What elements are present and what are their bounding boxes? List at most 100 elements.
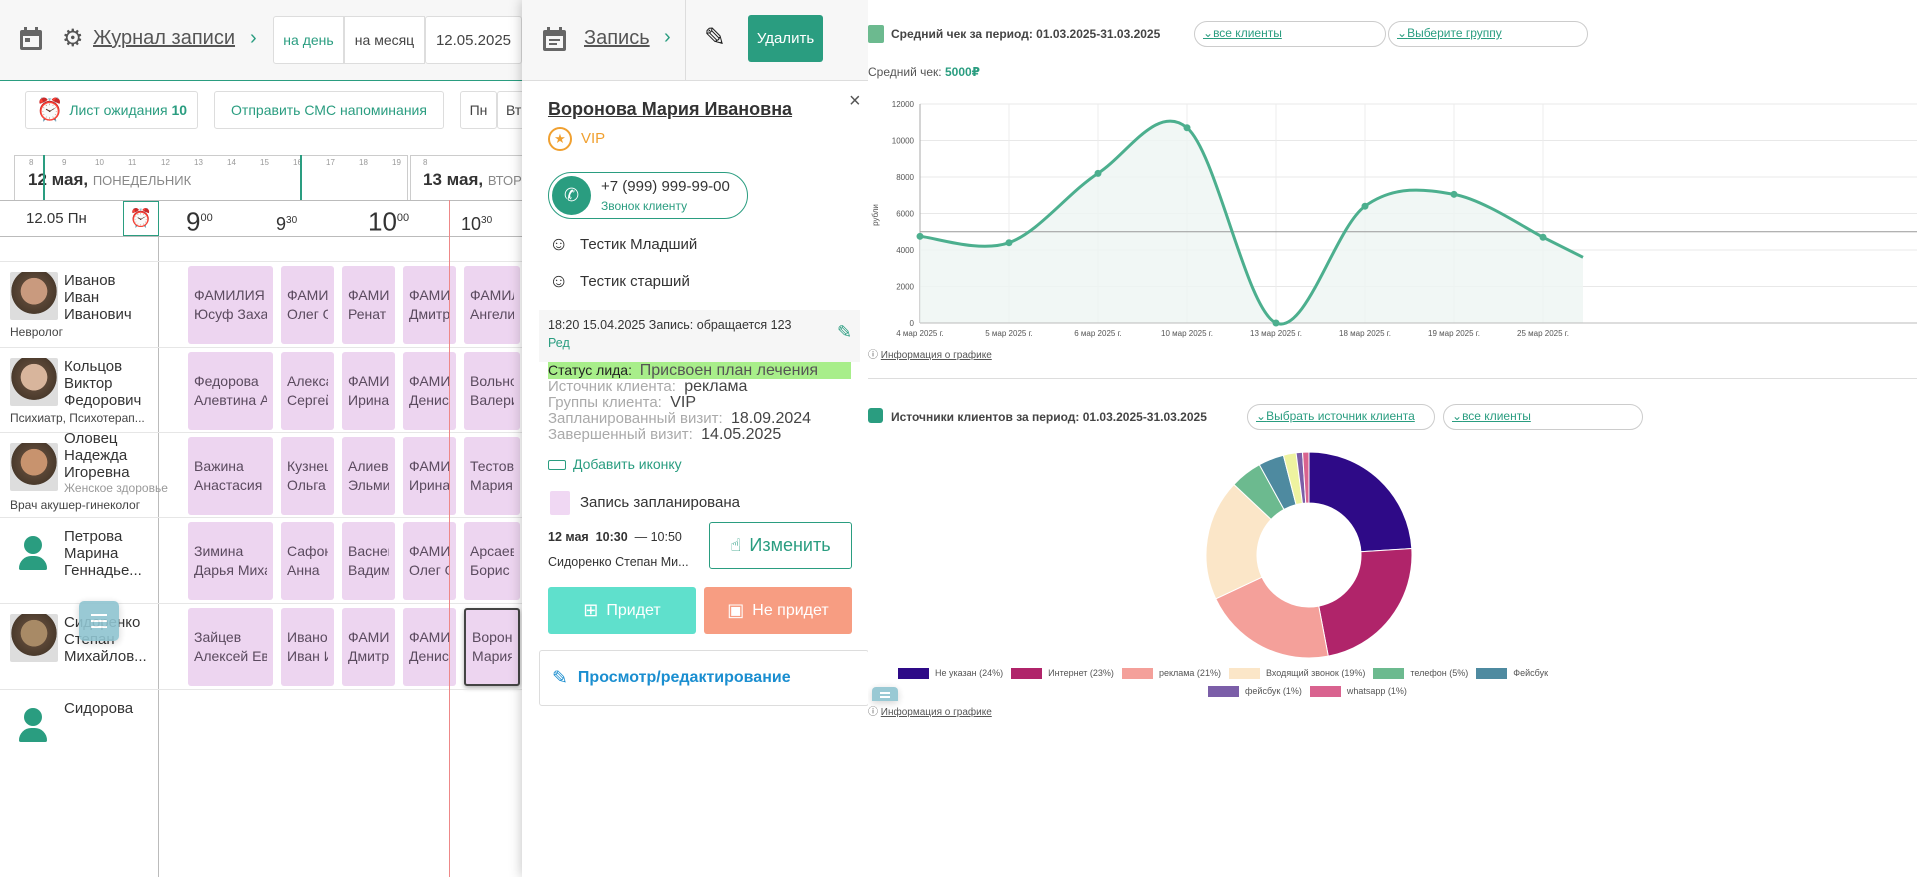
calendar-icon[interactable] — [18, 26, 44, 52]
timeline-day-1[interactable]: 8 9 10 11 12 13 14 15 16 17 18 19 12 мая, ПОНЕДЕЛЬН… — [14, 155, 408, 201]
will-come-button[interactable]: ⊞ Придет — [548, 587, 696, 634]
appointment-block[interactable]: ФАМИЛИЯДмитрий — [342, 608, 395, 686]
data-point[interactable] — [916, 232, 924, 240]
doctor-name[interactable]: Кольцов Виктор Федорович — [64, 358, 142, 409]
appointment-block[interactable]: ФАМИЛИЯДенис А — [403, 352, 456, 430]
appointment-block[interactable]: ВольноваВалерия — [464, 352, 520, 430]
hour-tick: 9 — [62, 158, 67, 167]
send-sms-button[interactable]: Отправить СМС напоминания — [214, 91, 444, 129]
data-point[interactable] — [1183, 124, 1191, 132]
client-name-link[interactable]: Воронова Мария Ивановна — [548, 99, 793, 119]
journal-title-link[interactable]: Журнал записи — [93, 27, 236, 49]
appointment-block[interactable]: ФАМИЛИЯАнгелина — [464, 266, 520, 344]
relative-link[interactable]: Тестик старший — [580, 273, 690, 290]
data-point[interactable] — [1005, 239, 1013, 247]
gear-icon[interactable]: ⚙ — [62, 25, 84, 52]
legend-swatch — [1208, 685, 1239, 697]
legend-item[interactable]: Входящий звонок (19%) — [1228, 666, 1365, 680]
calendar-note-icon — [543, 27, 566, 51]
doctor-name[interactable]: Сидорова — [64, 700, 134, 717]
alarm-clock-icon: ⏰ — [35, 97, 64, 122]
legend-item[interactable]: Интернет (23%) — [1011, 666, 1114, 680]
date-picker[interactable]: 12.05.2025 — [425, 16, 522, 64]
appointment-status: Запись запланирована — [580, 494, 740, 511]
source-filter-dropdown[interactable]: ⌄Выбрать источник клиента — [1247, 404, 1435, 430]
y-axis-label: рубли — [871, 204, 880, 226]
doctor-name[interactable]: Петрова Марина Геннадье... — [64, 528, 142, 579]
appointment-block[interactable]: ФАМИЛИЯДмитрий — [403, 266, 456, 344]
waitlist-button[interactable]: ⏰ Лист ожидания 10 — [25, 91, 198, 129]
pencil-icon[interactable]: ✎ — [837, 322, 853, 342]
legend-item[interactable]: Фейсбук — [1476, 666, 1548, 680]
call-client-button[interactable]: ✆ +7 (999) 999-99-00 Звонок клиенту — [548, 172, 748, 219]
appointment-block[interactable]: ФАМИЛИЯИрина — [342, 352, 395, 430]
legend-label: фейсбук (1%) — [1245, 686, 1302, 696]
chart-info-link[interactable]: ⓘ Информация о графике — [868, 350, 992, 361]
data-point[interactable] — [1272, 319, 1280, 327]
appointment-block[interactable]: Федорова Алевтина А — [188, 352, 273, 430]
hour-tick: 16 — [293, 158, 302, 167]
appointment-block[interactable]: СафоноваАнна — [281, 522, 334, 600]
doctor-avatar — [10, 614, 58, 662]
legend-label: Интернет (23%) — [1048, 668, 1114, 678]
data-point[interactable] — [1450, 190, 1458, 198]
close-icon[interactable]: × — [849, 90, 861, 112]
x-tick-label: 5 мар 2025 г. — [985, 329, 1032, 338]
waitlist-alarm-icon[interactable]: ⏰ — [123, 201, 159, 236]
wont-come-button[interactable]: ▣ Не придет — [704, 587, 852, 634]
timeline-day-2[interactable]: 8 13 мая, ВТОРНИК — [410, 155, 522, 201]
appointment-block[interactable]: ТестоваМария — [464, 437, 520, 515]
appointment-block[interactable]: Важина Анастасия — [188, 437, 273, 515]
panel-title[interactable]: Запись — [584, 27, 650, 49]
view-month-button[interactable]: на месяц — [344, 16, 425, 64]
delete-button[interactable]: Удалить — [748, 15, 823, 62]
phone-number: +7 (999) 999-99-00 — [601, 178, 730, 195]
relative-link[interactable]: Тестик Младший — [580, 236, 698, 253]
view-edit-button[interactable]: ✎ Просмотр/редактирование — [539, 650, 869, 706]
appointment-block[interactable]: ВаснецовВадим — [342, 522, 395, 600]
clients-filter-dropdown[interactable]: ⌄все клиенты — [1194, 21, 1386, 47]
legend-item[interactable]: Не указан (24%) — [898, 666, 1003, 680]
weekday-mon[interactable]: Пн — [460, 91, 497, 129]
appointment-block[interactable]: ФАМИЛИЯДенис А — [403, 608, 456, 686]
chat-icon[interactable] — [79, 601, 119, 641]
add-icon-link[interactable]: Добавить иконку — [573, 456, 682, 472]
view-day-button[interactable]: на день — [273, 16, 344, 64]
appointment-block[interactable]: АлександровСергей — [281, 352, 334, 430]
appointment-block[interactable]: КузнецоваОльга — [281, 437, 334, 515]
appointment-block[interactable]: ФАМИЛИЯИрина — [403, 437, 456, 515]
pie-slice[interactable] — [1215, 576, 1329, 659]
note-edit-link[interactable]: Ред — [548, 336, 570, 350]
legend-item[interactable]: whatsapp (1%) — [1309, 684, 1407, 698]
data-point[interactable] — [1361, 202, 1369, 210]
visible-range-bracket[interactable] — [43, 155, 302, 201]
legend-item[interactable]: фейсбук (1%) — [1208, 684, 1302, 698]
note-box: 18:20 15.04.2025 Запись: обращается 123 … — [539, 310, 860, 362]
hour-tick: 14 — [227, 158, 236, 167]
chat-icon[interactable] — [872, 687, 898, 701]
legend-item[interactable]: реклама (21%) — [1121, 666, 1221, 680]
appointment-block[interactable]: АлиеваЭльмира — [342, 437, 395, 515]
pie-slice[interactable] — [1302, 451, 1310, 504]
appointment-block[interactable]: ФАМИЛИЯРенат Н — [342, 266, 395, 344]
doctor-name[interactable]: Иванов Иван Иванович — [64, 272, 132, 323]
change-button[interactable]: ☝ Изменить — [709, 522, 852, 569]
legend-item[interactable]: телефон (5%) — [1373, 666, 1468, 680]
appointment-block[interactable]: ФАМИЛИЯОлег О. — [403, 522, 456, 600]
data-point[interactable] — [1094, 169, 1102, 177]
pencil-icon[interactable]: ✎ — [704, 22, 726, 52]
pie-slice[interactable] — [1308, 451, 1413, 553]
chart-info-link[interactable]: ⓘ Информация о графике — [868, 707, 992, 718]
pie-slice[interactable] — [1318, 548, 1413, 657]
doctor-name[interactable]: Оловец Надежда Игоревна Женское здоровье — [64, 430, 168, 495]
data-point[interactable] — [1539, 233, 1547, 241]
appointment-block[interactable]: ФАМИЛИЯОлег О. — [281, 266, 334, 344]
sources-clients-filter-dropdown[interactable]: ⌄все клиенты — [1443, 404, 1643, 430]
group-filter-dropdown[interactable]: ⌄Выберите группу — [1388, 21, 1588, 47]
